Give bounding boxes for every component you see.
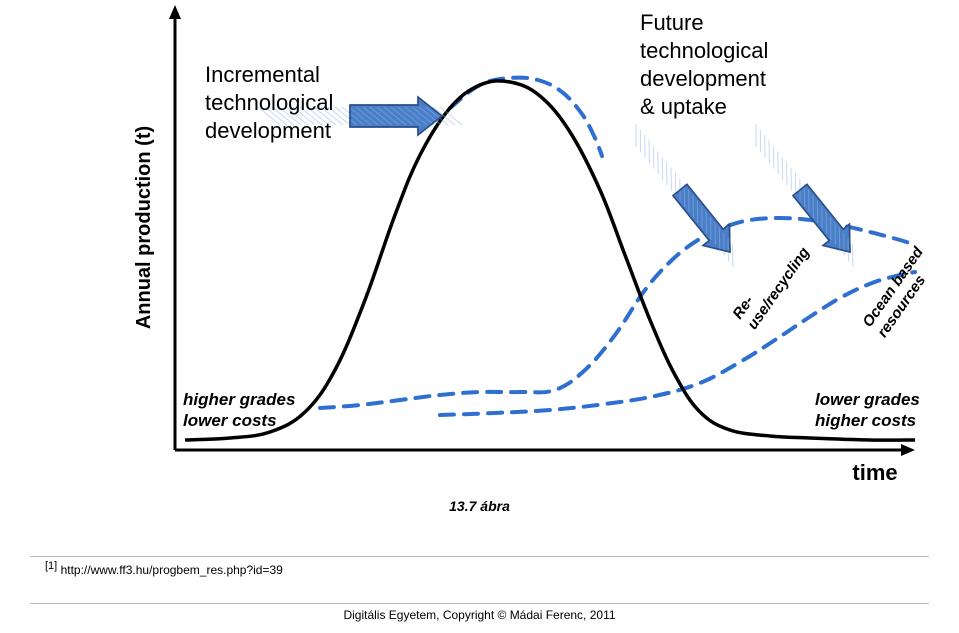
figure-caption: 13.7 ábra [0,498,959,514]
svg-text:development: development [640,66,766,91]
svg-text:& uptake: & uptake [640,94,727,119]
svg-text:development: development [205,118,331,143]
footer-line: Digitális Egyetem, Copyright © Mádai Fer… [0,608,959,622]
reference-text: http://www.ff3.hu/progbem_res.php?id=39 [61,563,283,577]
reference-line: [1] http://www.ff3.hu/progbem_res.php?id… [45,560,283,577]
svg-text:lower costs: lower costs [183,411,277,430]
svg-text:lower grades: lower grades [815,390,920,409]
svg-text:Future: Future [640,10,704,35]
caption-text: 13.7 ábra [449,498,510,514]
svg-text:Annual production (t): Annual production (t) [133,126,155,329]
footer-text: Digitális Egyetem, Copyright © Mádai Fer… [343,608,615,622]
svg-text:technological: technological [205,90,333,115]
separator-top [30,556,929,557]
chart-canvas: Annual production (t) time Incremental tech… [0,0,959,490]
svg-text:higher costs: higher costs [815,411,916,430]
svg-text:Incremental: Incremental [205,62,320,87]
svg-text:higher grades: higher grades [183,390,295,409]
reference-marker: [1] [45,560,57,572]
separator-bottom [30,603,929,604]
page: Annual production (t) time Incremental tech… [0,0,959,633]
svg-text:technological: technological [640,38,768,63]
svg-text:time: time [852,460,897,485]
